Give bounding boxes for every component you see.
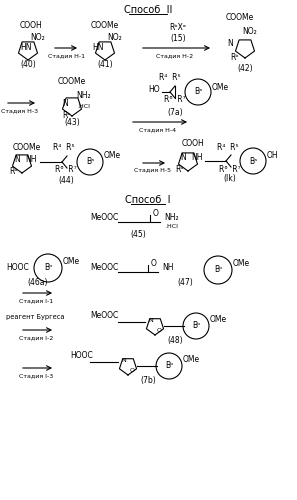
Text: RᵇXᵃ: RᵇXᵃ xyxy=(170,24,187,32)
Text: Bᵇ: Bᵇ xyxy=(192,322,200,330)
Text: R⁶  R⁷: R⁶ R⁷ xyxy=(55,166,77,174)
Text: COOMe: COOMe xyxy=(91,20,119,30)
Text: Стадия Н-1: Стадия Н-1 xyxy=(48,54,85,59)
Text: Bᵇ: Bᵇ xyxy=(214,266,222,274)
Text: O: O xyxy=(129,368,135,374)
Text: R⁴  R⁵: R⁴ R⁵ xyxy=(53,142,75,152)
Text: Bᵃ: Bᵃ xyxy=(249,156,257,166)
Text: R⁴  R⁵: R⁴ R⁵ xyxy=(159,74,181,82)
Text: OMe: OMe xyxy=(183,356,200,364)
Text: COOMe: COOMe xyxy=(13,144,41,152)
Text: COOMe: COOMe xyxy=(58,78,86,86)
Text: (7a): (7a) xyxy=(167,108,183,116)
Text: OMe: OMe xyxy=(104,152,121,160)
Text: MeOOC: MeOOC xyxy=(90,310,118,320)
Text: (44): (44) xyxy=(58,176,74,184)
Text: Bᵃ: Bᵃ xyxy=(194,88,202,96)
Text: Bᵇ: Bᵇ xyxy=(44,264,52,272)
Text: Rᵇ: Rᵇ xyxy=(10,168,18,176)
Text: MeOOC: MeOOC xyxy=(90,262,118,272)
Text: N: N xyxy=(122,358,127,364)
Text: (42): (42) xyxy=(237,64,253,72)
Text: (41): (41) xyxy=(97,60,113,70)
Text: OH: OH xyxy=(267,150,279,160)
Text: COOH: COOH xyxy=(182,140,204,148)
Text: .HCl: .HCl xyxy=(78,104,91,108)
Text: HOOC: HOOC xyxy=(70,350,93,360)
Text: COOH: COOH xyxy=(20,20,42,30)
Text: N: N xyxy=(14,156,20,164)
Text: NH: NH xyxy=(25,156,37,164)
Text: (46a): (46a) xyxy=(28,278,48,286)
Text: OMe: OMe xyxy=(210,316,227,324)
Text: (15): (15) xyxy=(170,34,186,42)
Text: HN: HN xyxy=(20,42,31,51)
Text: NO₂: NO₂ xyxy=(243,28,257,36)
Text: Стадия I-3: Стадия I-3 xyxy=(19,374,53,378)
Text: реагент Бургеса: реагент Бургеса xyxy=(6,314,64,320)
Text: Стадия Н-2: Стадия Н-2 xyxy=(157,54,194,59)
Text: (43): (43) xyxy=(64,118,80,126)
Text: Стадия Н-3: Стадия Н-3 xyxy=(1,108,39,114)
Text: .HCl: .HCl xyxy=(165,224,178,228)
Text: (7b): (7b) xyxy=(140,376,156,384)
Text: N: N xyxy=(180,154,186,162)
Text: Rᵇ: Rᵇ xyxy=(63,112,71,120)
Text: NH₂: NH₂ xyxy=(77,90,91,100)
Text: Способ  I: Способ I xyxy=(125,195,171,205)
Text: (45): (45) xyxy=(130,230,146,239)
Text: NO₂: NO₂ xyxy=(31,34,45,42)
Text: (40): (40) xyxy=(20,60,36,70)
Text: Стадия Н-4: Стадия Н-4 xyxy=(139,128,176,132)
Text: (Ik): (Ik) xyxy=(224,174,236,182)
Text: MeOOC: MeOOC xyxy=(90,214,118,222)
Text: N: N xyxy=(62,98,68,108)
Text: COOMe: COOMe xyxy=(226,14,254,22)
Text: OMe: OMe xyxy=(233,260,250,268)
Text: O: O xyxy=(151,258,157,268)
Text: (47): (47) xyxy=(177,278,193,287)
Text: Стадия Н-5: Стадия Н-5 xyxy=(135,168,171,172)
Text: NH: NH xyxy=(191,154,203,162)
Text: HOOC: HOOC xyxy=(6,264,29,272)
Text: O: O xyxy=(157,328,162,334)
Text: Rᵇ: Rᵇ xyxy=(176,166,184,174)
Text: NO₂: NO₂ xyxy=(108,34,122,42)
Text: N: N xyxy=(227,40,233,48)
Text: R⁶  R⁷: R⁶ R⁷ xyxy=(219,164,241,173)
Text: NH: NH xyxy=(162,262,173,272)
Text: Bᵃ: Bᵃ xyxy=(86,158,94,166)
Text: Rᵇ: Rᵇ xyxy=(231,52,239,62)
Text: R⁶  R⁷: R⁶ R⁷ xyxy=(164,96,186,104)
Text: N: N xyxy=(148,318,153,324)
Text: HO: HO xyxy=(148,86,159,94)
Text: Bᵇ: Bᵇ xyxy=(165,362,173,370)
Text: Способ  II: Способ II xyxy=(124,5,172,15)
Text: NH₂: NH₂ xyxy=(164,214,178,222)
Text: Стадия I-2: Стадия I-2 xyxy=(19,336,53,340)
Text: O: O xyxy=(153,208,159,218)
Text: (48): (48) xyxy=(167,336,183,344)
Text: OMe: OMe xyxy=(212,82,229,92)
Text: HN: HN xyxy=(92,42,103,51)
Text: R⁴  R⁵: R⁴ R⁵ xyxy=(217,142,239,152)
Text: OMe: OMe xyxy=(63,258,80,266)
Text: Стадия I-1: Стадия I-1 xyxy=(19,298,53,304)
